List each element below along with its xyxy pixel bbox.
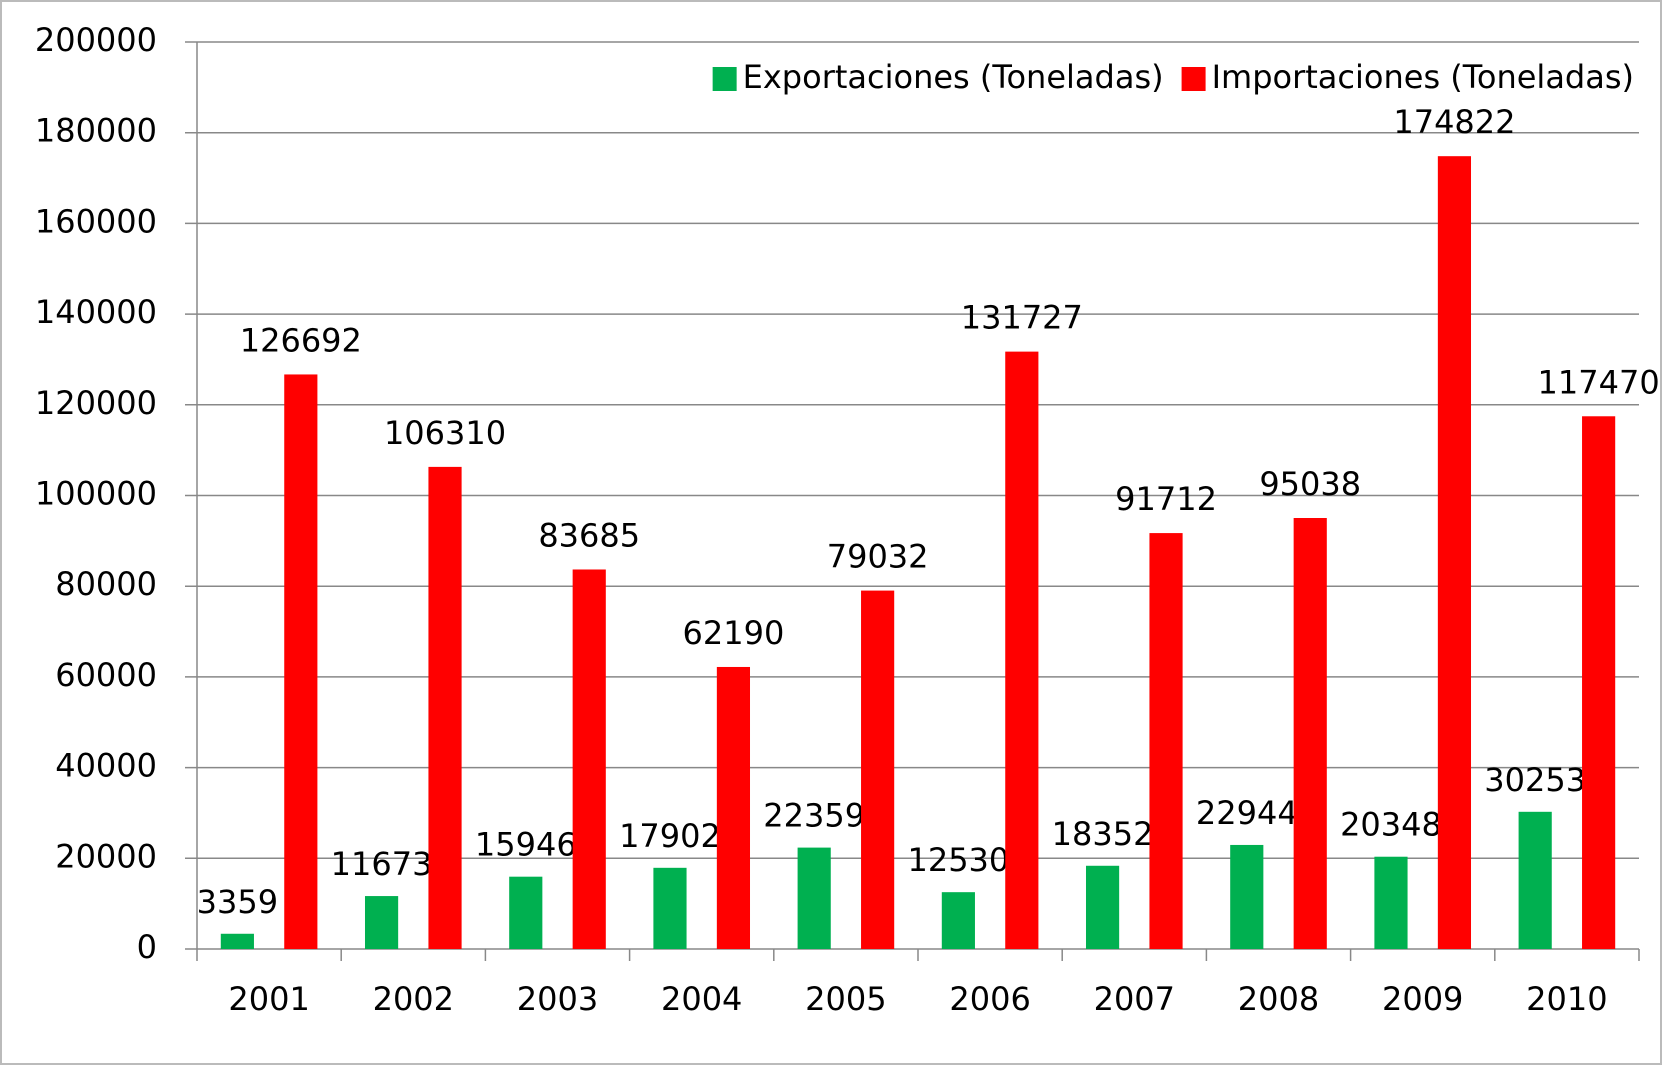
data-label: 18352 <box>1052 815 1154 853</box>
x-tick-label: 2009 <box>1382 980 1463 1018</box>
x-tick-label: 2002 <box>373 980 454 1018</box>
y-tick-label: 40000 <box>55 747 157 785</box>
bar <box>1149 533 1183 949</box>
bar <box>1437 156 1472 949</box>
data-label: 62190 <box>683 614 785 652</box>
legend-label: Exportaciones (Toneladas) <box>743 58 1164 96</box>
data-label: 22359 <box>763 797 865 835</box>
bar <box>1005 351 1039 949</box>
bar <box>797 847 831 949</box>
data-label: 3359 <box>197 883 278 921</box>
bar <box>1230 844 1264 949</box>
data-label: 174822 <box>1393 103 1515 141</box>
data-label: 106310 <box>384 414 506 452</box>
bar <box>653 867 687 949</box>
x-tick-label: 2004 <box>661 980 742 1018</box>
data-label: 95038 <box>1259 465 1361 503</box>
y-tick-label: 140000 <box>35 293 157 331</box>
data-label: 83685 <box>538 516 640 554</box>
data-label: 22944 <box>1196 794 1298 832</box>
y-tick-label: 180000 <box>35 112 157 150</box>
y-tick-label: 100000 <box>35 475 157 513</box>
bar <box>1085 865 1120 949</box>
bar <box>941 892 975 949</box>
x-tick-label: 2006 <box>949 980 1030 1018</box>
bar <box>716 666 751 949</box>
bar <box>364 896 399 949</box>
x-tick-label: 2010 <box>1526 980 1607 1018</box>
x-tick-label: 2003 <box>517 980 598 1018</box>
bar <box>220 933 254 949</box>
y-tick-label: 80000 <box>55 565 157 603</box>
y-tick-label: 200000 <box>35 21 157 59</box>
bar <box>1293 518 1327 949</box>
data-label: 91712 <box>1115 480 1217 518</box>
bar <box>1374 856 1408 949</box>
data-label: 15946 <box>475 826 577 864</box>
legend-label: Importaciones (Toneladas) <box>1212 58 1634 96</box>
bar <box>1518 811 1552 949</box>
bar <box>1582 416 1616 949</box>
bar <box>861 590 895 949</box>
data-label: 12530 <box>907 841 1009 879</box>
data-label: 11673 <box>331 845 433 883</box>
data-label: 20348 <box>1340 806 1442 844</box>
data-label: 79032 <box>827 538 929 576</box>
data-label: 131727 <box>961 299 1083 337</box>
x-tick-label: 2001 <box>228 980 309 1018</box>
bar <box>284 374 318 949</box>
y-tick-label: 60000 <box>55 656 157 694</box>
data-label: 126692 <box>240 321 362 359</box>
x-tick-label: 2007 <box>1094 980 1175 1018</box>
legend-swatch <box>1181 67 1206 91</box>
y-tick-label: 160000 <box>35 202 157 240</box>
y-tick-label: 120000 <box>35 384 157 422</box>
y-tick-label: 20000 <box>55 837 157 875</box>
data-label: 17902 <box>619 817 721 855</box>
y-tick-label: 0 <box>137 928 157 966</box>
bar <box>572 569 606 949</box>
data-label: 30253 <box>1484 761 1586 799</box>
bar <box>509 876 543 949</box>
x-tick-label: 2008 <box>1238 980 1319 1018</box>
x-tick-label: 2005 <box>805 980 886 1018</box>
legend-swatch <box>712 67 737 91</box>
bar <box>428 466 462 949</box>
data-label: 117470 <box>1538 363 1660 401</box>
